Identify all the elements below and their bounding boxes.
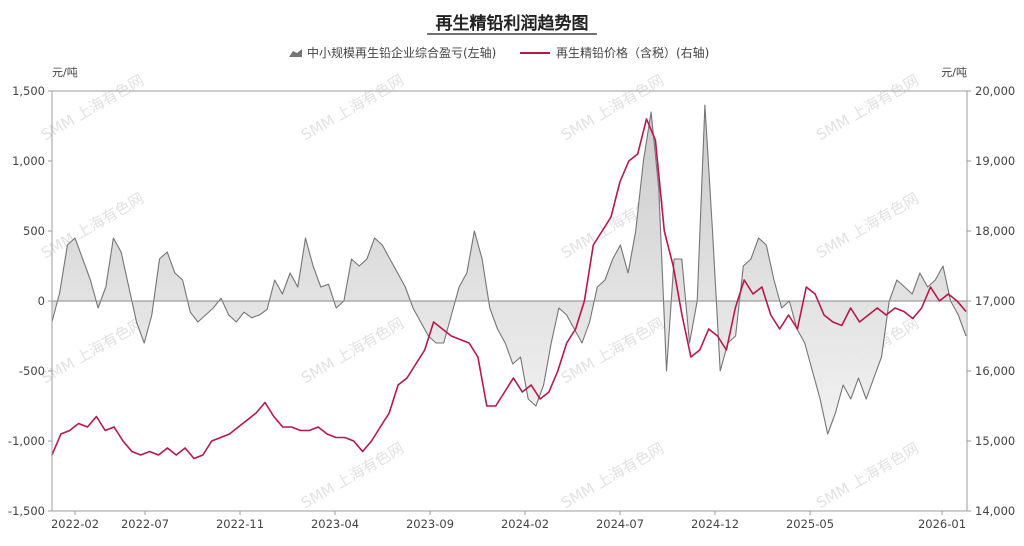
watermark-text-13: SMM 上海有色网 [38,189,147,262]
legend-label-price: 再生精铅价格（含税）(右轴) [556,45,709,60]
right-axis-unit: 元/吨 [941,66,967,79]
right-tick-label-3: 17,000 [975,294,1015,308]
watermark-text-10: SMM 上海有色网 [813,439,922,512]
legend-item-profit[interactable]: 中小规模再生铅企业综合盈亏(左轴) [289,45,496,60]
left-tick-label-5: -1,000 [8,434,45,448]
left-tick-label-2: 500 [23,224,45,238]
axes: 1,500 1,000 500 0 -500 -1,000 -1,500 20,000 19,0… [8,84,1015,531]
x-tick-label-8: 2025-05 [786,517,834,531]
x-tick-label-1: 2022-07 [121,517,169,531]
left-axis-unit: 元/吨 [52,66,78,79]
chart-title: 再生精铅利润趋势图 [436,13,589,34]
x-tick-label-4: 2023-09 [406,517,454,531]
x-tick-label-7: 2024-12 [691,517,739,531]
watermark-text-4: SMM 上海有色网 [38,314,147,387]
legend-label-profit: 中小规模再生铅企业综合盈亏(左轴) [307,45,496,60]
legend-item-price[interactable]: 再生精铅价格（含税）(右轴) [520,45,709,60]
left-tick-label-6: -1,500 [8,504,45,518]
watermark-text-8: SMM 上海有色网 [298,439,407,512]
x-tick-label-6: 2024-07 [596,517,644,531]
left-tick-label-1: 1,000 [12,154,45,168]
right-tick-label-5: 15,000 [975,434,1015,448]
x-tick-label-0: 2022-02 [51,517,99,531]
right-tick-label-2: 18,000 [975,224,1015,238]
right-tick-label-4: 16,000 [975,364,1015,378]
watermark-text-1: SMM 上海有色网 [298,71,407,144]
watermark-text-9: SMM 上海有色网 [558,439,667,512]
x-tick-label-3: 2023-04 [311,517,359,531]
watermark-text-0: SMM 上海有色网 [38,71,147,144]
plot-area [51,104,967,460]
x-tick-label-9: 2026-01 [918,517,966,531]
x-tick-label-5: 2024-02 [501,517,549,531]
price-series-line [51,118,967,460]
watermark-text-3: SMM 上海有色网 [813,71,922,144]
profit-series-line [51,104,967,435]
watermark-text-12: SMM 上海有色网 [813,189,922,262]
right-tick-label-0: 20,000 [975,84,1015,98]
legend-area-swatch [289,49,302,57]
legend: 中小规模再生铅企业综合盈亏(左轴) 再生精铅价格（含税）(右轴) [289,45,709,60]
right-tick-label-6: 14,000 [975,504,1015,518]
right-tick-label-1: 19,000 [975,154,1015,168]
watermark-text-5: SMM 上海有色网 [298,314,407,387]
left-tick-label-4: -500 [19,364,45,378]
x-tick-label-2: 2022-11 [216,517,264,531]
left-tick-label-3: 0 [38,294,45,308]
left-tick-label-0: 1,500 [12,84,45,98]
